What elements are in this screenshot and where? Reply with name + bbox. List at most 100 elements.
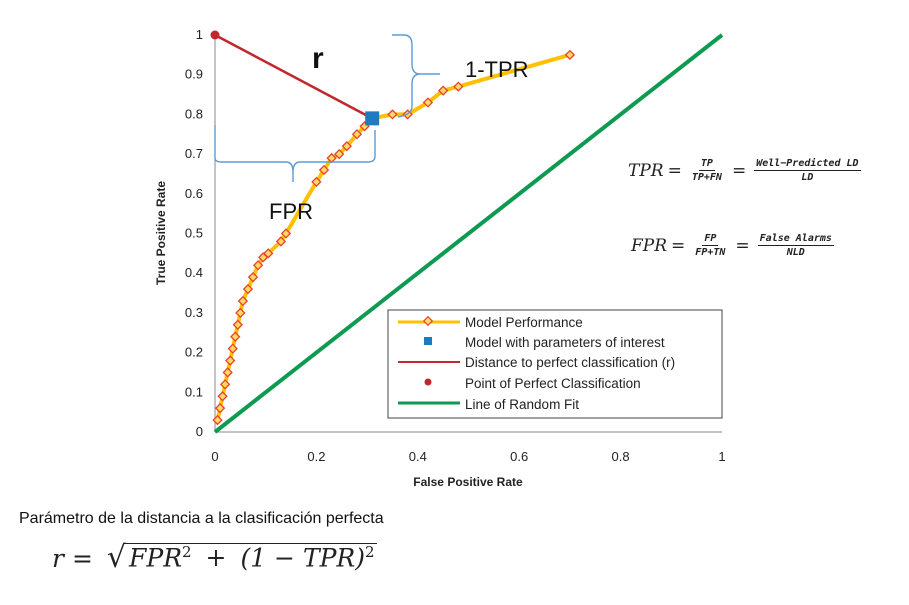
tpr-num2: Well−Predicted LD — [754, 158, 861, 171]
radicand-b: (1 − TPR) — [240, 543, 366, 573]
caption: Parámetro de la distancia a la clasifica… — [19, 510, 384, 527]
model-performance-point — [453, 81, 464, 92]
model-performance-point — [275, 236, 287, 247]
model-performance-point — [263, 248, 274, 259]
random-fit-series — [213, 33, 724, 434]
model-performance-point — [247, 272, 259, 283]
model-performance-point — [212, 414, 223, 426]
y-tick-label: 0.6 — [185, 186, 203, 201]
perfect-classification-point — [210, 30, 220, 40]
sqrt: √ FPR2 + (1 − TPR)2 — [107, 543, 377, 573]
tpr-fraction-1: TP TP+FN — [690, 158, 724, 183]
distance-formula: r = √ FPR2 + (1 − TPR)2 — [52, 543, 377, 573]
sqrt-icon: √ — [106, 540, 127, 576]
model-performance-point — [225, 355, 236, 366]
model-performance-point — [422, 97, 434, 108]
y-tick-label: 0.7 — [185, 146, 203, 161]
model-performance-point — [564, 49, 576, 61]
distance-line — [214, 33, 373, 120]
y-tick-label: 1 — [196, 27, 203, 42]
legend-label: Line of Random Fit — [465, 397, 579, 412]
tpr-fraction-2: Well−Predicted LD LD — [754, 158, 861, 183]
fpr-equation: FPR = FP FP+TN = False Alarms NLD — [631, 233, 834, 258]
y-tick-label: 0.4 — [185, 265, 203, 280]
tpr-lhs: TPR — [628, 160, 664, 181]
roc-chart: 0 0.1 0.2 0.3 0.4 0.5 0.6 0.7 0.8 0.9 1 0 0.2 0.4 0.6… — [154, 27, 726, 489]
model-performance-point — [242, 283, 254, 295]
legend-item-model-parameters: Model with parameters of interest — [424, 335, 665, 350]
model-performance-point — [326, 152, 337, 164]
x-tick-labels: 0 0.2 0.4 0.6 0.8 1 — [211, 449, 725, 464]
y-tick-label: 0.8 — [185, 106, 203, 121]
y-tick-label: 0.9 — [185, 67, 203, 82]
model-performance-point — [334, 148, 345, 160]
fpr-annotation: FPR — [269, 199, 313, 224]
x-tick-label: 0.8 — [612, 449, 630, 464]
fpr-lhs: FPR — [631, 235, 668, 256]
exp-b: 2 — [365, 543, 375, 561]
one-minus-tpr-brace — [392, 34, 440, 118]
model-performance-point — [214, 403, 226, 414]
distance-series — [214, 33, 373, 120]
x-tick-label: 0.4 — [409, 449, 427, 464]
fpr-fraction-1: FP FP+TN — [693, 233, 727, 258]
model-performance-point — [227, 343, 238, 354]
y-tick-labels: 0 0.1 0.2 0.3 0.4 0.5 0.6 0.7 0.8 0.9 1 — [185, 27, 203, 439]
fpr-den1: FP+TN — [695, 247, 726, 258]
legend-item-random-fit: Line of Random Fit — [398, 397, 579, 412]
model-performance-point — [219, 379, 231, 390]
x-tick-label: 1 — [718, 449, 725, 464]
exp-a: 2 — [182, 543, 192, 561]
legend-label: Point of Perfect Classification — [465, 376, 641, 391]
legend: Model Performance Model with parameters … — [387, 309, 723, 419]
model-performance-point — [387, 109, 398, 120]
special-points — [210, 30, 380, 126]
model-performance-point — [318, 164, 330, 176]
fpr-fraction-2: False Alarms NLD — [757, 233, 834, 258]
x-tick-label: 0.2 — [307, 449, 325, 464]
y-tick-label: 0.1 — [185, 384, 203, 399]
y-axis-title: True Positive Rate — [154, 181, 168, 285]
y-tick-label: 0.5 — [185, 226, 203, 241]
formula-equals: = — [71, 544, 93, 574]
fpr-den2: NLD — [786, 247, 805, 258]
model-performance-point — [437, 85, 449, 96]
model-performance-point — [232, 319, 243, 330]
model-performance-point — [351, 129, 363, 140]
legend-label: Model with parameters of interest — [465, 335, 665, 350]
legend-item-perfect-point: Point of Perfect Classification — [424, 376, 641, 391]
formula-lhs: r — [52, 544, 64, 574]
fpr-num1: FP — [702, 233, 719, 246]
model-performance-point — [235, 307, 246, 319]
x-tick-label: 0 — [211, 449, 218, 464]
radicand-a: FPR — [129, 543, 183, 573]
one-minus-tpr-annotation: 1-TPR — [465, 57, 529, 82]
tpr-den1: TP+FN — [691, 172, 722, 183]
model-performance-point — [222, 367, 233, 378]
y-tick-label: 0.3 — [185, 305, 203, 320]
radicand: FPR2 + (1 − TPR)2 — [126, 543, 377, 573]
model-performance-point — [230, 331, 241, 342]
tpr-num1: TP — [698, 158, 715, 171]
legend-item-distance: Distance to perfect classification (r) — [398, 355, 675, 370]
x-axis-title: False Positive Rate — [413, 475, 523, 489]
r-annotation: r — [312, 42, 324, 75]
y-tick-label: 0 — [196, 424, 203, 439]
model-performance-point — [252, 260, 264, 271]
tpr-den2: LD — [801, 172, 814, 183]
plus: + — [205, 543, 227, 573]
fpr-num2: False Alarms — [757, 233, 834, 246]
x-tick-label: 0.6 — [510, 449, 528, 464]
legend-label: Model Performance — [465, 315, 583, 330]
model-performance-point — [280, 228, 292, 239]
model-performance-point — [217, 391, 228, 402]
legend-item-model-performance: Model Performance — [398, 315, 583, 330]
model-performance-point — [237, 295, 249, 307]
model-performance-point — [341, 140, 352, 152]
legend-label: Distance to perfect classification (r) — [465, 355, 675, 370]
y-tick-label: 0.2 — [185, 345, 203, 360]
legend-box — [387, 309, 723, 419]
tpr-equation: TPR = TP TP+FN = Well−Predicted LD LD — [628, 158, 861, 183]
fpr-brace — [214, 125, 376, 182]
model-performance-point — [311, 176, 322, 188]
